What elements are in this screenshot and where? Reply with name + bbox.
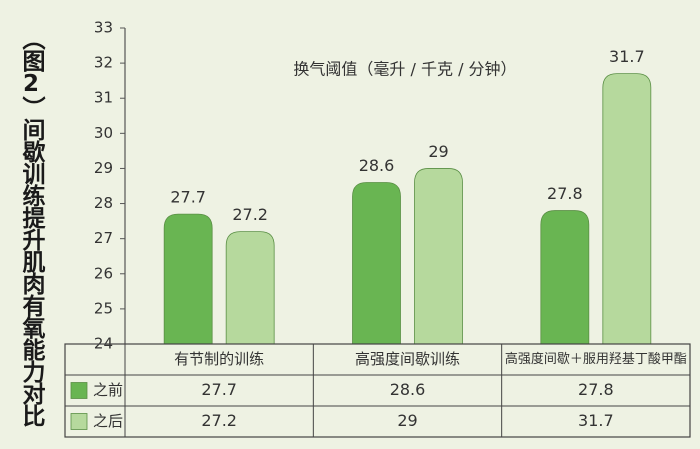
y-tick-label: 30 <box>94 124 113 142</box>
bar <box>540 210 590 345</box>
bar <box>352 182 401 345</box>
table-value: 31.7 <box>578 411 614 430</box>
value-label: 27.8 <box>547 184 583 203</box>
x-tick-label: 高强度间歇训练 <box>355 350 460 368</box>
table-value: 27.8 <box>578 380 614 399</box>
value-label: 29 <box>428 142 448 161</box>
y-tick-label: 28 <box>94 194 113 212</box>
table-value: 29 <box>397 411 417 430</box>
bar <box>163 213 213 345</box>
y-tick-label: 26 <box>94 264 113 282</box>
table-value: 27.7 <box>201 380 237 399</box>
y-tick-label: 25 <box>94 299 113 317</box>
table-value: 27.2 <box>201 411 237 430</box>
bar <box>602 73 652 345</box>
value-label: 31.7 <box>609 47 645 66</box>
legend-label: 之后 <box>93 412 123 430</box>
legend-swatch <box>70 413 88 430</box>
bar <box>225 231 275 345</box>
legend-label: 之前 <box>93 381 123 399</box>
y-tick-label: 29 <box>94 159 113 177</box>
chart-title: （图2）间歇训练提升肌肉有氧能力对比 <box>18 26 44 426</box>
value-label: 27.2 <box>232 205 268 224</box>
table-value: 28.6 <box>390 380 426 399</box>
value-label: 28.6 <box>359 156 395 175</box>
value-label: 27.7 <box>170 188 206 207</box>
x-tick-label: 有节制的训练 <box>174 350 264 368</box>
y-tick-label: 33 <box>94 19 113 37</box>
chart-subtitle: 换气阈值（毫升 / 千克 / 分钟） <box>293 60 516 79</box>
y-tick-label: 31 <box>94 89 113 107</box>
bar <box>414 168 463 345</box>
y-tick-label: 27 <box>94 229 113 247</box>
x-tick-label: 高强度间歇＋服用羟基丁酸甲酯 <box>505 351 687 367</box>
legend-swatch <box>70 382 88 399</box>
y-tick-label: 32 <box>94 54 113 72</box>
